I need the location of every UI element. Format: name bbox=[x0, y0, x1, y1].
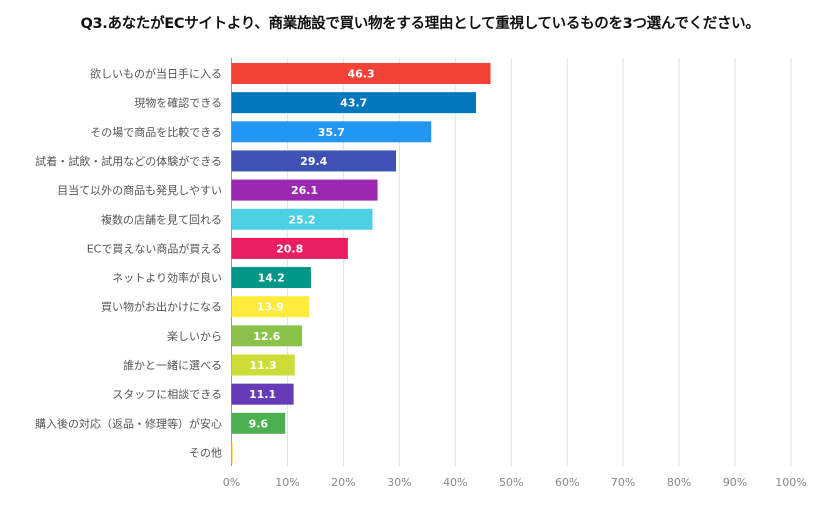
bar bbox=[231, 121, 432, 143]
data-label: 14.2 bbox=[258, 272, 285, 285]
bar bbox=[231, 237, 348, 259]
x-tick-label: 0% bbox=[223, 476, 240, 489]
category-label: その場で商品を比較できる bbox=[90, 125, 222, 139]
category-label: ネットより効率が良い bbox=[112, 271, 222, 285]
data-label: 25.2 bbox=[288, 213, 315, 226]
data-label: 9.6 bbox=[249, 417, 269, 430]
x-tick-label: 30% bbox=[387, 476, 411, 489]
bar bbox=[231, 92, 477, 114]
x-tick-label: 60% bbox=[555, 476, 579, 489]
bar bbox=[231, 150, 396, 172]
category-label: 試着・試飲・試用などの体験ができる bbox=[35, 154, 222, 168]
data-label: 20.8 bbox=[276, 242, 303, 255]
data-label: 13.9 bbox=[257, 301, 284, 314]
x-tick-label: 40% bbox=[443, 476, 467, 489]
bar bbox=[231, 354, 295, 376]
chart-title: Q3.あなたがECサイトより、商業施設で買い物をする理由として重視しているものを… bbox=[80, 16, 760, 32]
category-label: 複数の店舗を見て回れる bbox=[101, 212, 222, 226]
category-label: 誰かと一緒に選べる bbox=[123, 358, 222, 372]
data-label: 46.3 bbox=[347, 68, 374, 81]
category-label: 目当て以外の商品も発見しやすい bbox=[57, 183, 222, 197]
x-tick-label: 100% bbox=[775, 476, 806, 489]
bar bbox=[231, 412, 286, 434]
data-label: 11.3 bbox=[250, 359, 277, 372]
category-label: その他 bbox=[189, 446, 222, 459]
data-label: 26.1 bbox=[291, 184, 318, 197]
category-label: スタッフに相談できる bbox=[112, 387, 222, 401]
data-label: 11.1 bbox=[249, 388, 276, 401]
bar bbox=[231, 267, 311, 289]
data-label: 35.7 bbox=[318, 126, 345, 139]
bar bbox=[231, 325, 302, 347]
x-tick-label: 90% bbox=[723, 476, 747, 489]
category-label: 現物を確認できる bbox=[134, 96, 222, 110]
data-label: 43.7 bbox=[340, 97, 367, 110]
bar bbox=[231, 383, 294, 405]
x-tick-label: 10% bbox=[275, 476, 299, 489]
x-tick-label: 70% bbox=[611, 476, 635, 489]
x-tick-label: 20% bbox=[331, 476, 355, 489]
category-label: 欲しいものが当日手に入る bbox=[90, 67, 222, 81]
x-tick-label: 80% bbox=[667, 476, 691, 489]
bar bbox=[231, 441, 233, 463]
bar bbox=[231, 208, 373, 230]
category-label: ECで買えない商品が買える bbox=[87, 241, 222, 255]
x-tick-label: 50% bbox=[499, 476, 523, 489]
category-label: 楽しいから bbox=[167, 330, 222, 343]
bar bbox=[231, 296, 310, 318]
bar bbox=[231, 63, 491, 84]
data-label: 12.6 bbox=[253, 330, 280, 343]
data-label: 29.4 bbox=[300, 155, 327, 168]
category-label: 購入後の対応（返品・修理等）が安心 bbox=[35, 416, 222, 430]
bar bbox=[231, 179, 378, 201]
category-label: 買い物がお出かけになる bbox=[101, 300, 222, 314]
